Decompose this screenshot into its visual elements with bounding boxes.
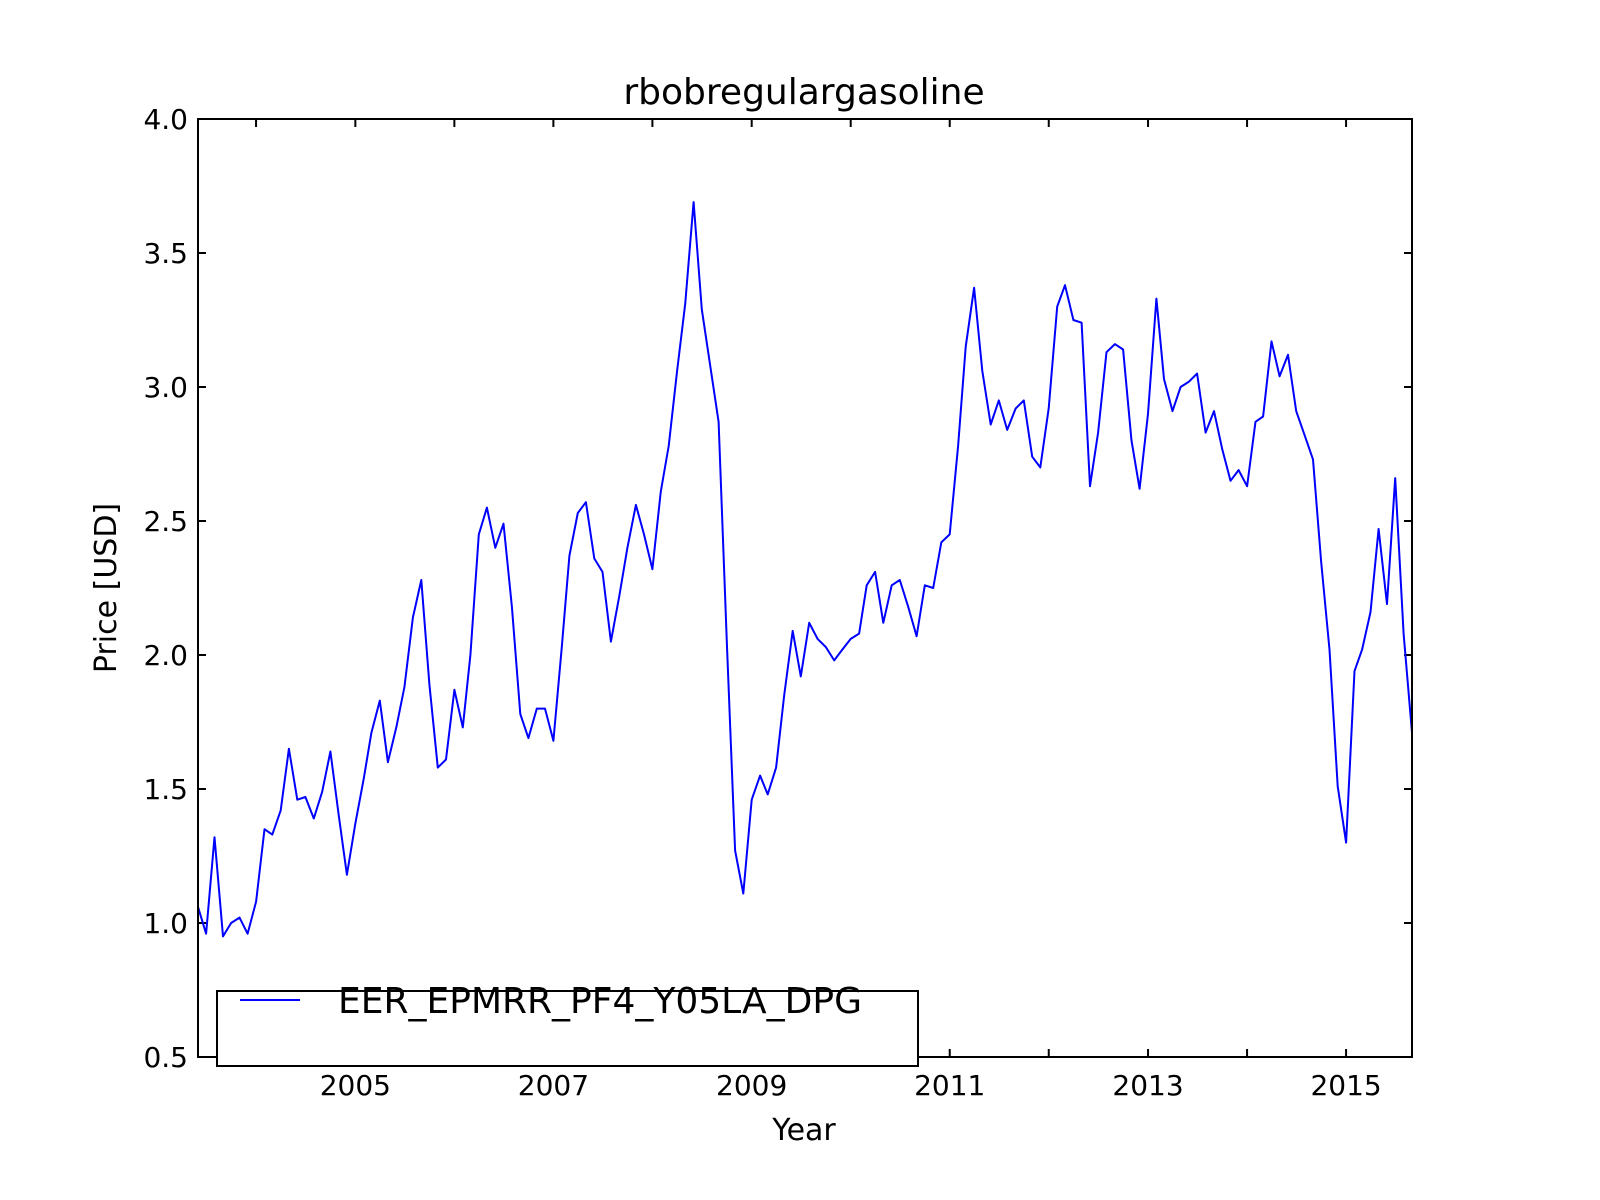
x-tick-label: 2013 [1112,1069,1183,1102]
legend-box [216,990,919,1067]
series-layer [197,201,1413,938]
y-tick-label: 2.0 [143,639,188,672]
x-tick-label: 2009 [716,1069,787,1102]
x-tick-label: 2007 [518,1069,589,1102]
series-line [197,201,1413,938]
y-axis: 0.5 1.0 1.5 2.0 2.5 3.0 3.5 4.0 [143,103,1412,1074]
x-tick-label: 2005 [320,1069,391,1102]
y-axis-label: Price [USD] [89,503,124,673]
legend-label: EER_EPMRR_PF4_Y05LA_DPG [338,981,862,1022]
legend: EER_EPMRR_PF4_Y05LA_DPG [216,981,919,1067]
chart-title: rbobregulargasoline [623,72,984,113]
y-tick-label: 2.5 [143,505,188,538]
y-tick-label: 1.5 [143,773,188,806]
y-tick-label: 3.5 [143,237,188,270]
x-axis-label: Year [771,1113,836,1148]
x-axis: 2005 2007 2009 2011 2013 2015 [255,119,1382,1102]
y-tick-label: 1.0 [143,907,188,940]
y-tick-label: 0.5 [143,1041,188,1074]
y-tick-label: 3.0 [143,371,188,404]
x-tick-label: 2011 [914,1069,985,1102]
x-tick-label: 2015 [1310,1069,1381,1102]
y-tick-label: 4.0 [143,103,188,136]
